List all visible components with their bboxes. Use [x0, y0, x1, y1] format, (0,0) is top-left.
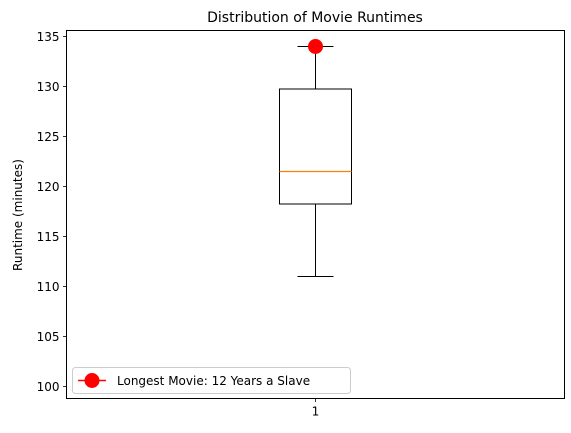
y-tick-label: 110 — [37, 280, 60, 294]
legend-frame — [72, 367, 351, 394]
legend-marker-swatch — [84, 373, 100, 388]
interquartile-box — [279, 88, 352, 205]
y-tick-label: 105 — [37, 330, 60, 344]
box-plot — [279, 46, 352, 277]
y-axis-label: Runtime (minutes) — [11, 159, 25, 271]
x-axis-ticks: 1 — [312, 398, 320, 419]
y-tick-label: 130 — [37, 80, 60, 94]
legend-label: Longest Movie: 12 Years a Slave — [117, 374, 310, 388]
chart-title: Distribution of Movie Runtimes — [207, 10, 423, 26]
plot-frame — [66, 30, 565, 399]
highlight-marker-group — [308, 39, 323, 54]
y-tick-label: 125 — [37, 130, 60, 144]
x-tick-label: 1 — [312, 405, 320, 419]
y-tick-label: 135 — [37, 30, 60, 44]
y-axis-ticks: 100 105 110 115 120 125 130 135 — [37, 30, 67, 394]
longest-movie-marker — [308, 39, 323, 54]
y-tick-label: 120 — [37, 180, 60, 194]
y-tick-label: 115 — [37, 230, 60, 244]
legend: Longest Movie: 12 Years a Slave — [72, 367, 351, 394]
y-tick-label: 100 — [37, 380, 60, 394]
